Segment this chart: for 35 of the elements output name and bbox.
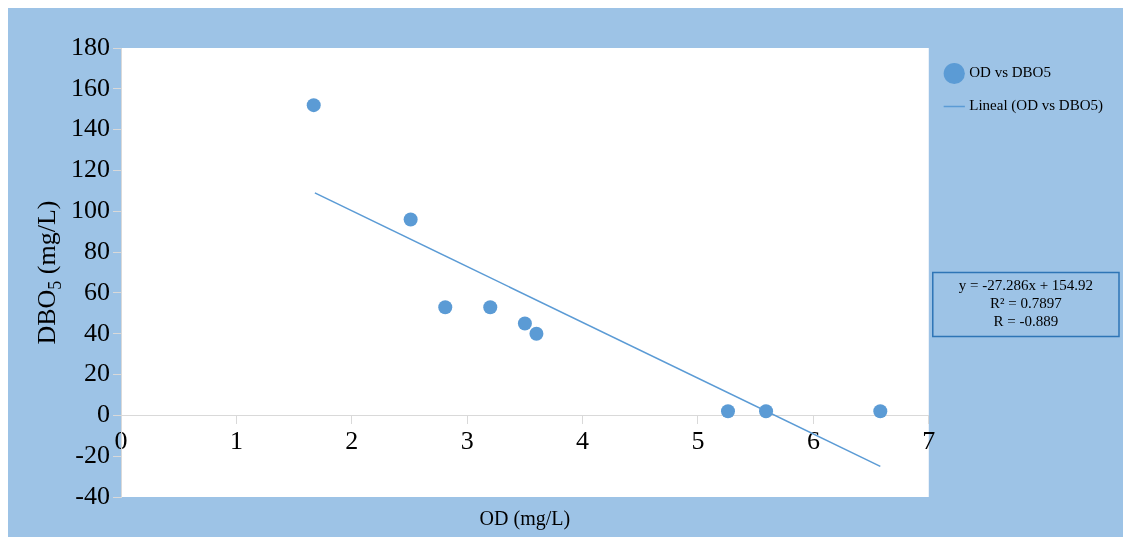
y-tick-label: 60 <box>84 276 110 306</box>
point <box>759 404 774 419</box>
text: R² = 0.7897 <box>990 294 1063 311</box>
y-tick-label: 0 <box>97 399 110 429</box>
y-tick-label: 80 <box>84 235 110 265</box>
y-tick-label: 140 <box>71 113 110 143</box>
point <box>517 316 532 331</box>
point <box>720 404 735 419</box>
x-tick-label: 1 <box>229 425 243 455</box>
y-tick-label: 120 <box>71 154 110 184</box>
y-tick-label: 100 <box>71 195 110 225</box>
legend-label: OD vs DBO5 <box>969 64 1051 81</box>
y-tick-label: 20 <box>84 358 110 388</box>
point <box>873 404 888 419</box>
x-tick-label: 2 <box>345 425 359 455</box>
text: R = -0.889 <box>993 312 1059 329</box>
x-tick-label: 7 <box>922 425 936 455</box>
legend-label: Lineal (OD vs DBO5) <box>969 97 1104 115</box>
y-tick-label: 40 <box>84 317 110 347</box>
y-tick-label: 160 <box>71 72 110 102</box>
x-tick-label: 5 <box>691 425 705 455</box>
y-tick-label: -20 <box>75 440 110 470</box>
point <box>403 212 418 227</box>
x-tick-label: 3 <box>460 425 474 455</box>
y-tick-label: 180 <box>71 31 110 61</box>
x-tick-label: 6 <box>806 425 820 455</box>
point <box>483 300 498 315</box>
y-tick-label: -40 <box>75 480 110 510</box>
x-tick-label: 4 <box>576 425 590 455</box>
point <box>306 98 321 113</box>
point <box>438 300 453 315</box>
point <box>529 326 544 341</box>
y-axis-title: DBO5 (mg/L) <box>31 200 65 345</box>
x-axis-title: OD (mg/L) <box>479 507 571 530</box>
text: y = -27.286x + 154.92 <box>958 276 1094 293</box>
